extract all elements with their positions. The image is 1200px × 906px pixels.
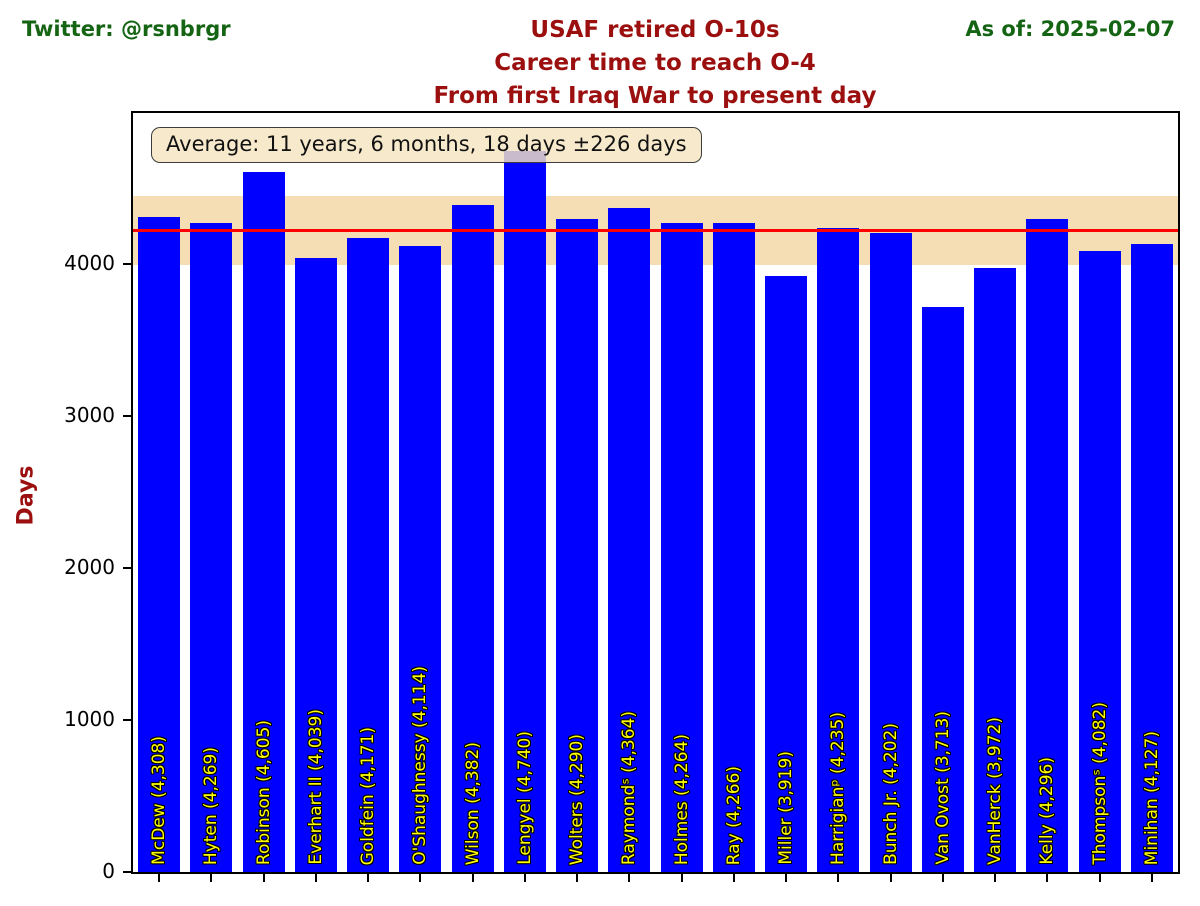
x-tick-mark bbox=[471, 874, 474, 882]
bar: Harrigianᵖ (4,235) bbox=[817, 227, 860, 872]
x-tick-mark bbox=[837, 874, 840, 882]
y-tick-mark bbox=[123, 718, 131, 721]
bar: Robinson (4,605) bbox=[242, 171, 285, 872]
x-tick-mark bbox=[1098, 874, 1101, 882]
bar: Ray (4,266) bbox=[712, 223, 755, 872]
bar: Wolters (4,290) bbox=[556, 219, 599, 872]
y-tick-mark bbox=[123, 566, 131, 569]
bar-label: Kelly (4,296) bbox=[1037, 757, 1058, 865]
bar-label: Van Ovost (3,713) bbox=[932, 711, 953, 865]
chart-title: USAF retired O-10s Career time to reach … bbox=[250, 14, 1060, 113]
bar: Minihan (4,127) bbox=[1130, 244, 1173, 872]
bar-label: O'Shaughnessy (4,114) bbox=[410, 666, 431, 865]
y-tick-mark bbox=[123, 262, 131, 265]
bar-label: Raymondˢ (4,364) bbox=[619, 710, 640, 865]
bar: Kelly (4,296) bbox=[1026, 218, 1069, 872]
bar-label: Ray (4,266) bbox=[723, 765, 744, 865]
bar: Lengyel (4,740) bbox=[503, 151, 546, 872]
x-tick-mark bbox=[576, 874, 579, 882]
bar: Van Ovost (3,713) bbox=[921, 307, 964, 872]
bar-label: Robinson (4,605) bbox=[253, 719, 274, 865]
bar-label: Minihan (4,127) bbox=[1141, 730, 1162, 865]
bar-label: McDew (4,308) bbox=[149, 736, 170, 865]
plot-area: McDew (4,308) Hyten (4,269) Robinson (4,60… bbox=[131, 111, 1180, 874]
x-tick-mark bbox=[941, 874, 944, 882]
bar: Miller (3,919) bbox=[765, 275, 808, 872]
bar-label: Holmes (4,264) bbox=[671, 733, 692, 865]
x-tick-mark bbox=[367, 874, 370, 882]
bar: Goldfein (4,171) bbox=[347, 237, 390, 872]
bar-label: Bunch Jr. (4,202) bbox=[880, 723, 901, 865]
bar: McDew (4,308) bbox=[138, 216, 181, 872]
as-of-date: As of: 2025-02-07 bbox=[965, 17, 1175, 41]
bar-label: Hyten (4,269) bbox=[201, 746, 222, 865]
x-tick-mark bbox=[680, 874, 683, 882]
y-tick-mark bbox=[123, 871, 131, 873]
bar-label: Wilson (4,382) bbox=[462, 741, 483, 865]
plot-inner: McDew (4,308) Hyten (4,269) Robinson (4,60… bbox=[133, 113, 1178, 872]
bar: Everhart II (4,039) bbox=[294, 257, 337, 872]
x-tick-mark bbox=[419, 874, 422, 882]
title-line-3: From first Iraq War to present day bbox=[433, 83, 877, 109]
average-line bbox=[133, 228, 1178, 232]
bar-label: Harrigianᵖ (4,235) bbox=[828, 712, 849, 865]
bar-label: Thompsonˢ (4,082) bbox=[1089, 702, 1110, 865]
x-tick-mark bbox=[1150, 874, 1153, 882]
x-tick-mark bbox=[523, 874, 526, 882]
bar-label: VanHerck (3,972) bbox=[985, 717, 1006, 865]
bar-label: Miller (3,919) bbox=[776, 751, 797, 865]
y-tick-mark bbox=[123, 414, 131, 417]
bar: Bunch Jr. (4,202) bbox=[869, 232, 912, 872]
bar: Thompsonˢ (4,082) bbox=[1078, 251, 1121, 872]
y-tick-label: 4000 bbox=[64, 250, 115, 275]
title-line-2: Career time to reach O-4 bbox=[494, 50, 816, 76]
bar: VanHerck (3,972) bbox=[974, 267, 1017, 872]
bar: Holmes (4,264) bbox=[660, 223, 703, 872]
y-tick-label: 1000 bbox=[64, 706, 115, 731]
x-tick-mark bbox=[889, 874, 892, 882]
x-tick-mark bbox=[314, 874, 317, 882]
x-tick-mark bbox=[262, 874, 265, 882]
x-tick-mark bbox=[732, 874, 735, 882]
y-tick-label: 0 bbox=[102, 859, 115, 883]
twitter-handle: Twitter: @rsnbrgr bbox=[22, 17, 231, 41]
title-line-1: USAF retired O-10s bbox=[530, 17, 780, 43]
y-tick-label: 3000 bbox=[64, 402, 115, 427]
x-tick-mark bbox=[628, 874, 631, 882]
bar: O'Shaughnessy (4,114) bbox=[399, 246, 442, 872]
bar-label: Lengyel (4,740) bbox=[514, 731, 535, 865]
x-tick-mark bbox=[1046, 874, 1049, 882]
bar-label: Goldfein (4,171) bbox=[358, 726, 379, 865]
y-axis-label: Days bbox=[13, 465, 39, 526]
bar: Hyten (4,269) bbox=[190, 222, 233, 872]
x-tick-mark bbox=[158, 874, 161, 882]
y-tick-label: 2000 bbox=[64, 554, 115, 579]
bar-label: Wolters (4,290) bbox=[567, 733, 588, 865]
bar: Wilson (4,382) bbox=[451, 205, 494, 872]
x-tick-mark bbox=[785, 874, 788, 882]
average-annotation: Average: 11 years, 6 months, 18 days ±22… bbox=[151, 127, 702, 163]
bar: Raymondˢ (4,364) bbox=[608, 208, 651, 872]
x-tick-mark bbox=[994, 874, 997, 882]
bar-label: Everhart II (4,039) bbox=[305, 709, 326, 865]
x-tick-mark bbox=[210, 874, 213, 882]
